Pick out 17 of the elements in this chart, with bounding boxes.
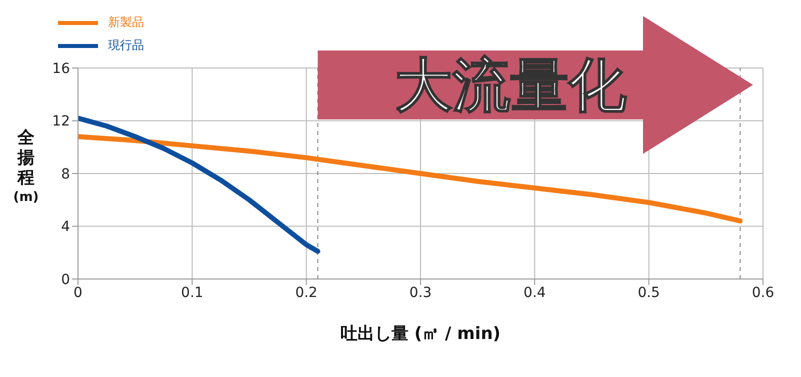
y-tick-label: 0 (61, 272, 70, 288)
y-axis-title: 全揚程 (m) (12, 128, 40, 207)
legend-label: 現行品 (107, 37, 144, 54)
x-tick-label: 0.1 (181, 284, 204, 301)
annotation: 大流量化 (394, 50, 628, 119)
legend-label: 新製品 (107, 14, 144, 31)
y-tick-label: 16 (52, 60, 70, 77)
x-axis-title: 吐出し量 (㎥ / min) (340, 324, 501, 344)
x-tick-label: 0.2 (295, 284, 318, 301)
y-tick-label: 4 (61, 219, 70, 236)
x-tick-label: 0 (74, 284, 82, 301)
y-tick-label: 8 (61, 166, 70, 182)
y-tick-label: 12 (52, 114, 70, 130)
x-tick-label: 0.4 (524, 284, 546, 301)
x-tick-label: 0.3 (409, 284, 432, 301)
x-tick-label: 0.6 (752, 284, 774, 301)
x-tick-label: 0.5 (638, 284, 660, 301)
